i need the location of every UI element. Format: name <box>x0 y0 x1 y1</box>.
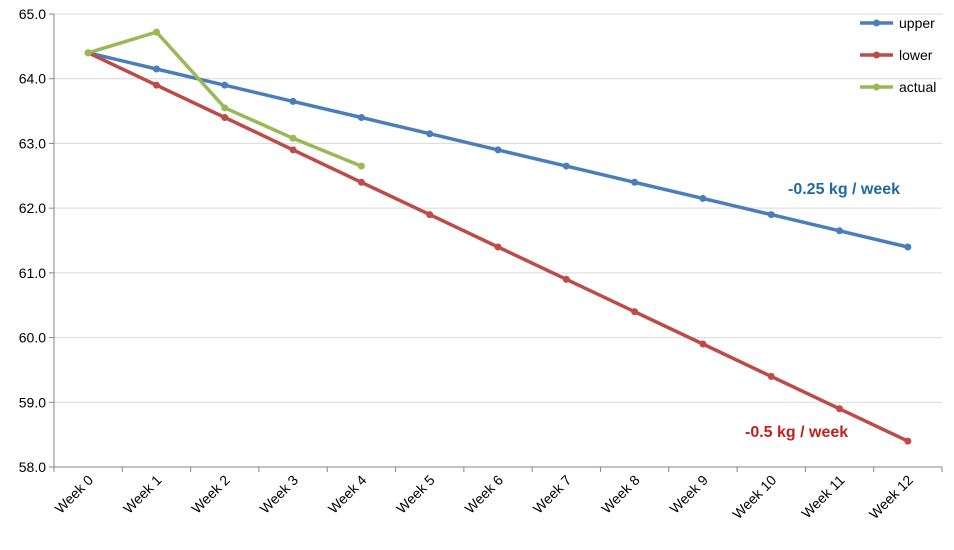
xtick-label: Week 9 <box>666 472 711 517</box>
data-point-lower <box>221 114 229 122</box>
ytick-label: 59.0 <box>19 394 46 410</box>
annotation-upper-rate: -0.25 kg / week <box>788 181 900 198</box>
data-point-lower <box>562 275 570 283</box>
xtick-label: Week 5 <box>393 472 438 517</box>
ytick-label: 65.0 <box>19 6 46 22</box>
legend-label-lower: lower <box>899 47 933 63</box>
data-point-upper <box>152 65 160 73</box>
legend-marker-upper <box>873 19 880 27</box>
xtick-label: Week 3 <box>256 472 301 517</box>
data-point-upper <box>494 146 502 154</box>
xtick-label: Week 6 <box>461 472 506 517</box>
data-point-upper <box>836 227 844 235</box>
legend-label-actual: actual <box>899 79 936 95</box>
xtick-label: Week 2 <box>188 472 233 517</box>
legend-marker-actual <box>873 83 880 91</box>
data-point-upper <box>426 130 434 138</box>
data-point-upper <box>631 178 639 186</box>
data-point-lower <box>904 437 912 445</box>
xtick-label: Week 0 <box>52 472 97 517</box>
ytick-label: 62.0 <box>19 200 46 216</box>
data-point-upper <box>357 114 365 122</box>
data-point-upper <box>289 97 297 105</box>
data-point-upper <box>562 162 570 170</box>
data-point-lower <box>357 178 365 186</box>
data-point-upper <box>904 243 912 251</box>
legend: upper lower actual <box>860 15 936 95</box>
data-point-actual <box>221 104 229 112</box>
data-point-lower <box>289 146 297 154</box>
data-point-lower <box>426 211 434 219</box>
xtick-label: Week 4 <box>325 472 370 517</box>
series-layer <box>84 28 912 445</box>
annotation-lower-rate: -0.5 kg / week <box>745 424 848 441</box>
xtick-label: Week 11 <box>798 472 848 522</box>
ytick-label: 61.0 <box>19 265 46 281</box>
data-point-upper <box>699 194 707 202</box>
ytick-label: 63.0 <box>19 135 46 151</box>
data-point-lower <box>494 243 502 251</box>
ytick-label: 64.0 <box>19 71 46 87</box>
series-line-actual <box>87 30 363 168</box>
annotation-layer: -0.25 kg / week -0.5 kg / week <box>745 181 900 441</box>
grid-layer <box>54 13 942 403</box>
xtick-label: Week 1 <box>120 472 165 517</box>
ytick-label: 58.0 <box>19 459 46 475</box>
xtick-label: Week 12 <box>866 472 916 522</box>
data-point-lower <box>699 340 707 348</box>
legend-marker-lower <box>873 51 880 59</box>
data-point-actual <box>357 162 365 170</box>
data-point-upper <box>767 211 775 219</box>
xtick-label: Week 8 <box>598 472 643 517</box>
ytick-label: 60.0 <box>19 330 46 346</box>
legend-label-upper: upper <box>899 15 935 31</box>
data-point-lower <box>152 81 160 89</box>
data-point-actual <box>289 134 297 142</box>
data-point-upper <box>221 81 229 89</box>
data-point-actual <box>152 28 160 36</box>
data-point-actual <box>84 49 92 57</box>
data-point-lower <box>767 372 775 380</box>
data-point-lower <box>631 308 639 316</box>
data-point-lower <box>836 405 844 413</box>
xtick-label: Week 7 <box>530 472 575 517</box>
xtick-label: Week 10 <box>729 472 779 522</box>
